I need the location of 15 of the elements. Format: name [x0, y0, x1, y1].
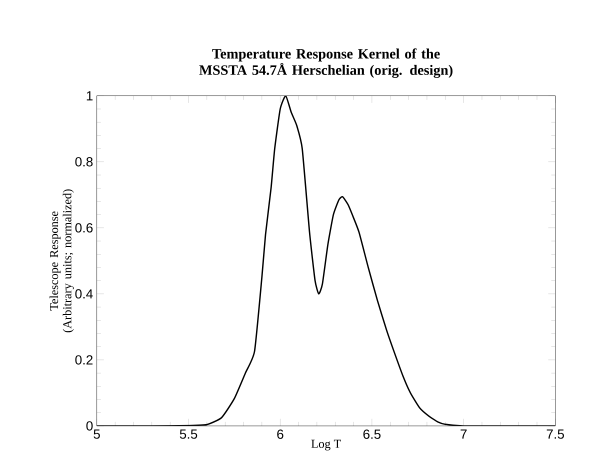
y-tick-label: 1 — [86, 91, 93, 100]
x-tick-label: 7 — [460, 430, 467, 439]
x-tick-label: 6 — [277, 430, 284, 440]
y-tick-label: 0.2 — [75, 355, 93, 365]
chart-title: Temperature Response Kernel of the MSSTA 54.7Å Herschelian (orig. design) — [199, 48, 452, 78]
y-tick-label: 0 — [86, 421, 93, 431]
y-tick-label: 0.6 — [75, 223, 93, 233]
x-tick-label: 6.5 — [363, 430, 381, 440]
x-tick-label: 7.5 — [546, 430, 564, 439]
y-tick-label: 0.8 — [75, 157, 93, 167]
y-tick-label: 0.4 — [75, 289, 93, 299]
x-axis-title: Log T — [311, 440, 341, 451]
x-tick-label: 5.5 — [180, 430, 198, 439]
y-axis-title: Telescope Response (Arbitrary units; normalized) — [50, 190, 74, 332]
x-tick-label: 5 — [94, 430, 100, 439]
